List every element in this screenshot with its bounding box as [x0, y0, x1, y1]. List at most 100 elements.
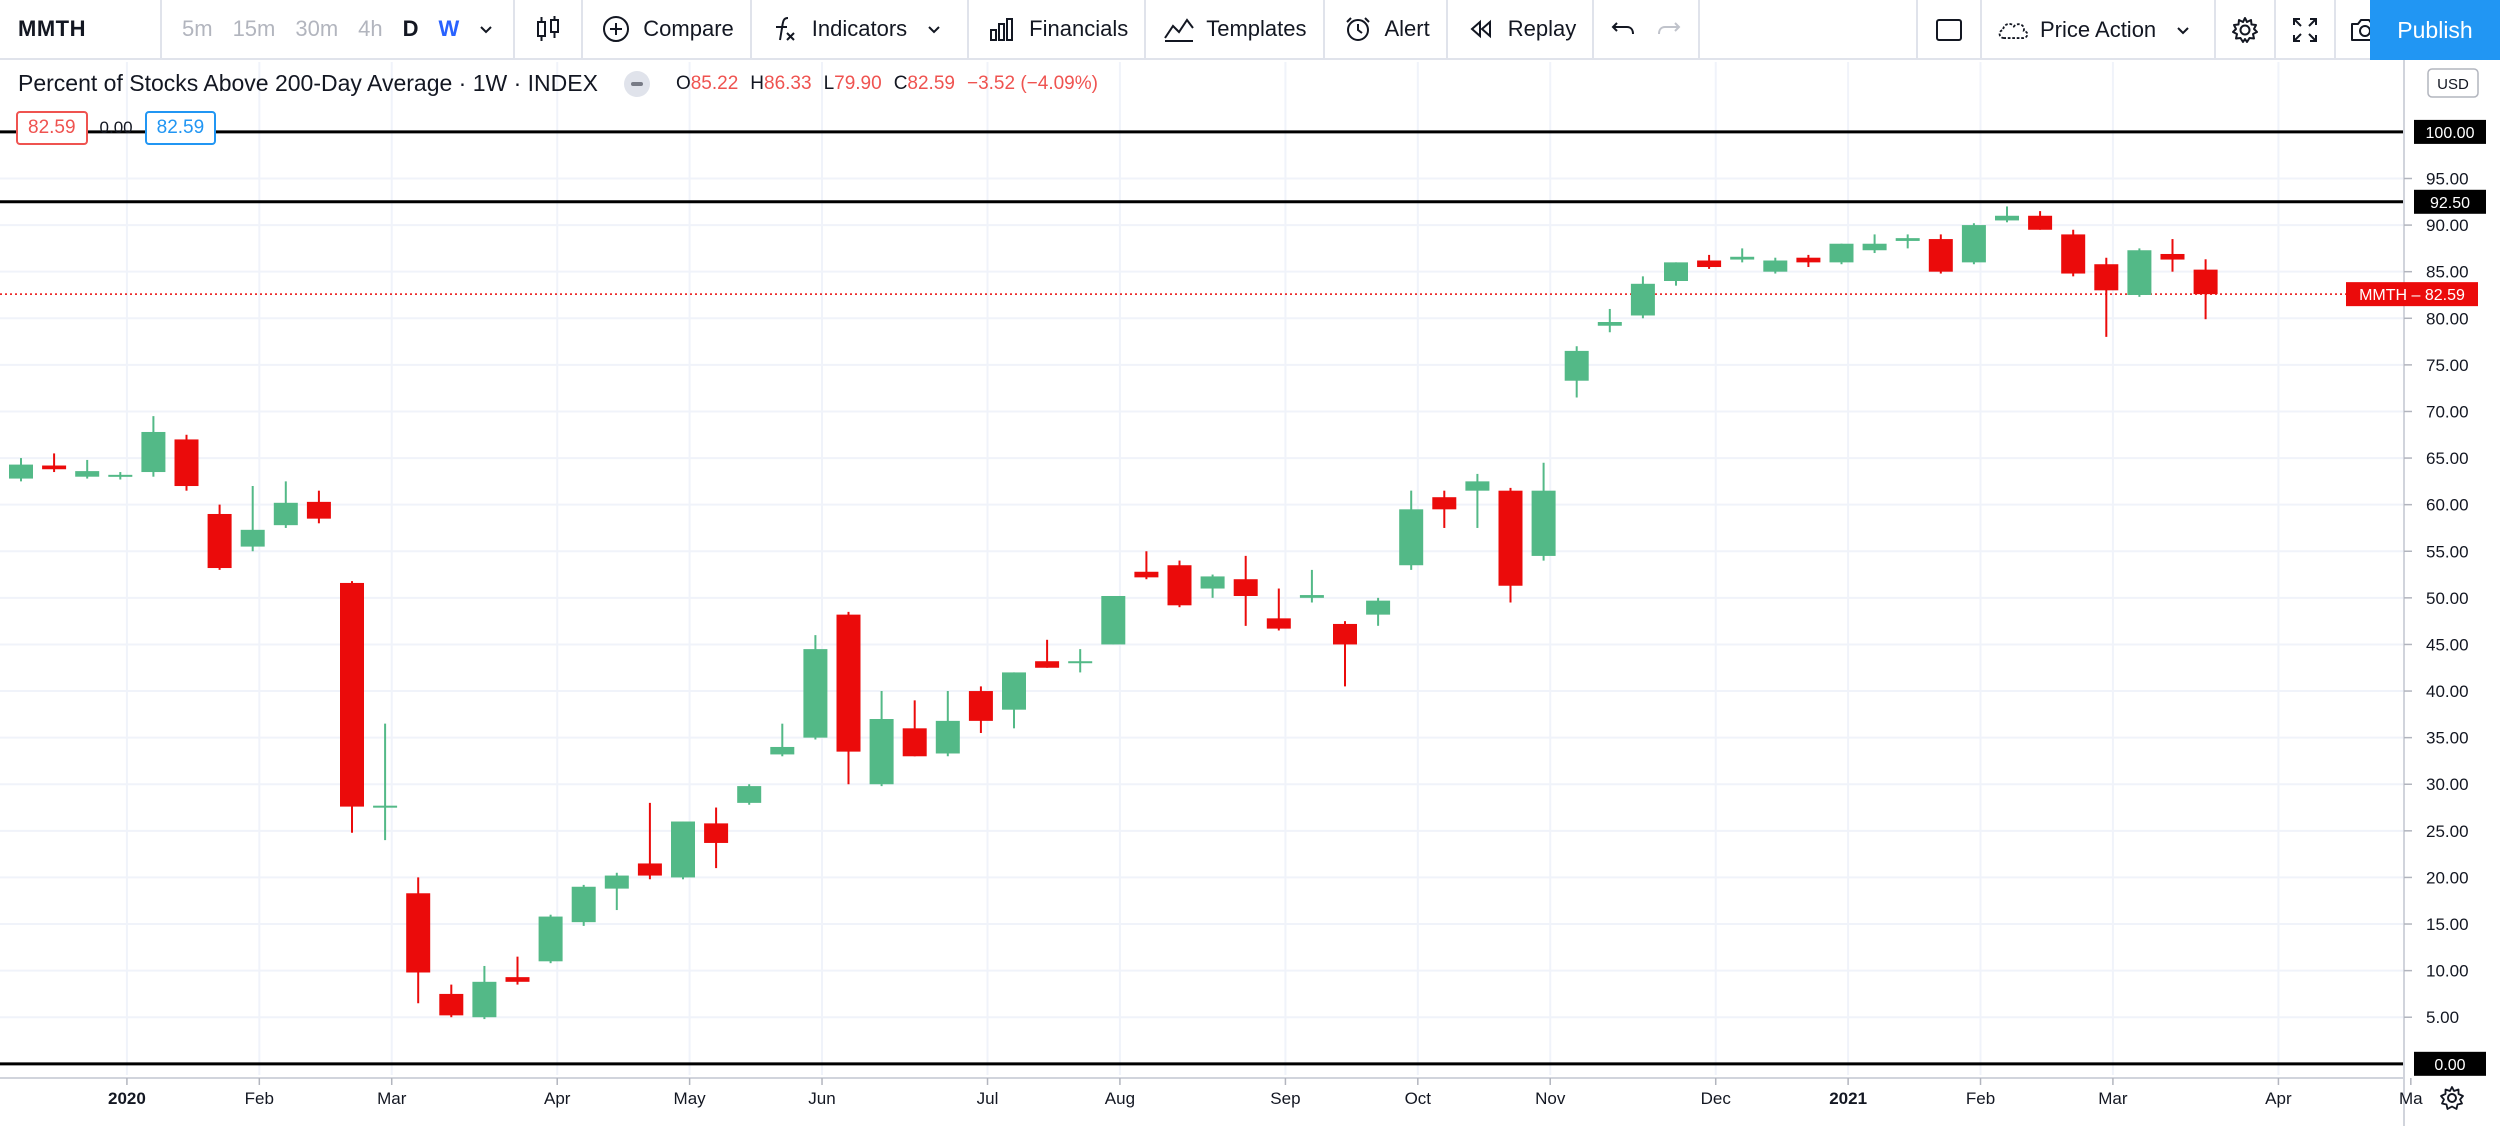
candle [1432, 490, 1457, 528]
candle [704, 807, 729, 869]
candle-body [1299, 595, 1324, 598]
bid-value-box[interactable]: 82.59 [16, 111, 88, 145]
templates-button[interactable]: Templates [1146, 0, 1322, 59]
fullscreen-button[interactable] [2276, 0, 2334, 60]
y-tick-label: 40.00 [2426, 682, 2469, 701]
candle [1664, 262, 1688, 286]
candle [1498, 487, 1523, 603]
top-toolbar: MMTH 5m 15m 30m 4h D W Compare Indicator… [0, 0, 2500, 60]
indicators-label: Indicators [811, 16, 908, 41]
currency-label: USD [2427, 68, 2479, 98]
chevron-down-icon[interactable] [917, 12, 951, 46]
price-chart[interactable]: USD 5.00 10.00 15.00 20.00 25.00 30.00 35.00 40.… [0, 60, 2500, 1126]
candle [1035, 639, 1060, 668]
candle-body [968, 691, 993, 721]
toolbar-divider [513, 0, 516, 59]
gear-icon[interactable] [2440, 1086, 2464, 1110]
candle [637, 802, 662, 880]
candle-body [869, 719, 894, 785]
line-price-tag: 100.00 [2414, 119, 2486, 144]
candle-body [1630, 283, 1655, 316]
y-tick-label: 85.00 [2426, 263, 2469, 282]
low-value: L79.90 [823, 72, 882, 94]
candle-body [2094, 264, 2119, 291]
interval-5m[interactable]: 5m [182, 16, 213, 41]
candle-body [9, 464, 33, 479]
candle-body [2028, 215, 2053, 230]
settings-button[interactable] [2216, 0, 2274, 60]
candle-body [1697, 260, 1722, 268]
candle [604, 872, 629, 911]
candle-body [571, 886, 596, 923]
candle [1068, 649, 1093, 673]
interval-15m[interactable]: 15m [232, 16, 276, 41]
toolbar-divider [2334, 0, 2337, 60]
interval-d[interactable]: D [402, 16, 419, 41]
candle [968, 686, 993, 733]
candle [1862, 234, 1887, 254]
financials-button[interactable]: Financials [969, 0, 1144, 59]
x-tick-label: Aug [1105, 1089, 1135, 1108]
candle-body [75, 471, 100, 477]
candle-body [704, 823, 729, 843]
minus-icon[interactable] [623, 70, 650, 97]
candle [439, 984, 464, 1018]
y-tick-label: 55.00 [2426, 542, 2469, 561]
symbol-search[interactable]: MMTH [18, 16, 86, 41]
replay-button[interactable]: Replay [1448, 0, 1592, 59]
candle-body [1796, 257, 1821, 263]
x-tick-label: Sep [1270, 1089, 1300, 1108]
x-tick-label: 2021 [1829, 1089, 1867, 1108]
redo-button[interactable] [1648, 0, 1698, 59]
candle-body [1465, 481, 1490, 491]
candle-body [1597, 322, 1622, 326]
candle [869, 691, 894, 787]
interval-w[interactable]: W [438, 16, 460, 41]
candle-body [505, 977, 530, 982]
indicators-button[interactable]: Indicators [752, 0, 967, 59]
price-action-label: Price Action [2040, 17, 2157, 42]
close-value: C82.59 [893, 72, 955, 94]
candle-body [1763, 260, 1788, 272]
last-price-tag: MMTH – 82.59 [2346, 282, 2478, 307]
time-axis: 2020 Feb Mar Apr May Jun Jul Aug Sep Oct Nov Dec 202… [0, 1077, 2464, 1110]
toolbar-right-group: Price Action [1916, 0, 2394, 60]
candle [935, 691, 960, 757]
candle [538, 914, 563, 964]
candle [803, 635, 828, 740]
interval-4h[interactable]: 4h [358, 16, 383, 41]
interval-30m[interactable]: 30m [295, 16, 339, 41]
candle-body [1266, 618, 1291, 629]
undo-button[interactable] [1594, 0, 1648, 59]
chevron-down-icon[interactable] [2166, 13, 2200, 47]
candle [1465, 473, 1490, 528]
publish-button[interactable]: Publish [2370, 0, 2500, 60]
x-tick-label: Jun [808, 1089, 835, 1108]
layout-button[interactable] [1918, 0, 1980, 60]
candle [1399, 490, 1424, 570]
line-price-tag: 92.50 [2414, 189, 2486, 214]
candle-body [803, 649, 828, 738]
candle-body [604, 875, 629, 889]
toolbar-divider [1916, 0, 1918, 60]
undo-icon [1606, 12, 1640, 46]
alert-button[interactable]: Alert [1325, 0, 1446, 59]
legend-title[interactable]: Percent of Stocks Above 200-Day Average … [18, 70, 598, 96]
candle-body [1564, 350, 1589, 381]
candle [1233, 555, 1258, 626]
currency-box [2427, 68, 2479, 98]
y-tick-label: 15.00 [2426, 915, 2469, 934]
candle [2193, 259, 2218, 320]
candle [1333, 621, 1357, 687]
horizontal-lines [0, 130, 2404, 1066]
candle [42, 453, 67, 473]
function-icon [768, 12, 802, 46]
chart-type-button[interactable] [515, 0, 581, 59]
ask-value-box[interactable]: 82.59 [144, 111, 217, 145]
alarm-clock-icon [1341, 12, 1375, 46]
compare-label: Compare [643, 16, 734, 41]
chevron-down-icon[interactable] [469, 12, 503, 46]
compare-button[interactable]: Compare [583, 0, 749, 59]
price-action-button[interactable]: Price Action [1982, 0, 2214, 60]
rewind-icon [1464, 12, 1498, 46]
